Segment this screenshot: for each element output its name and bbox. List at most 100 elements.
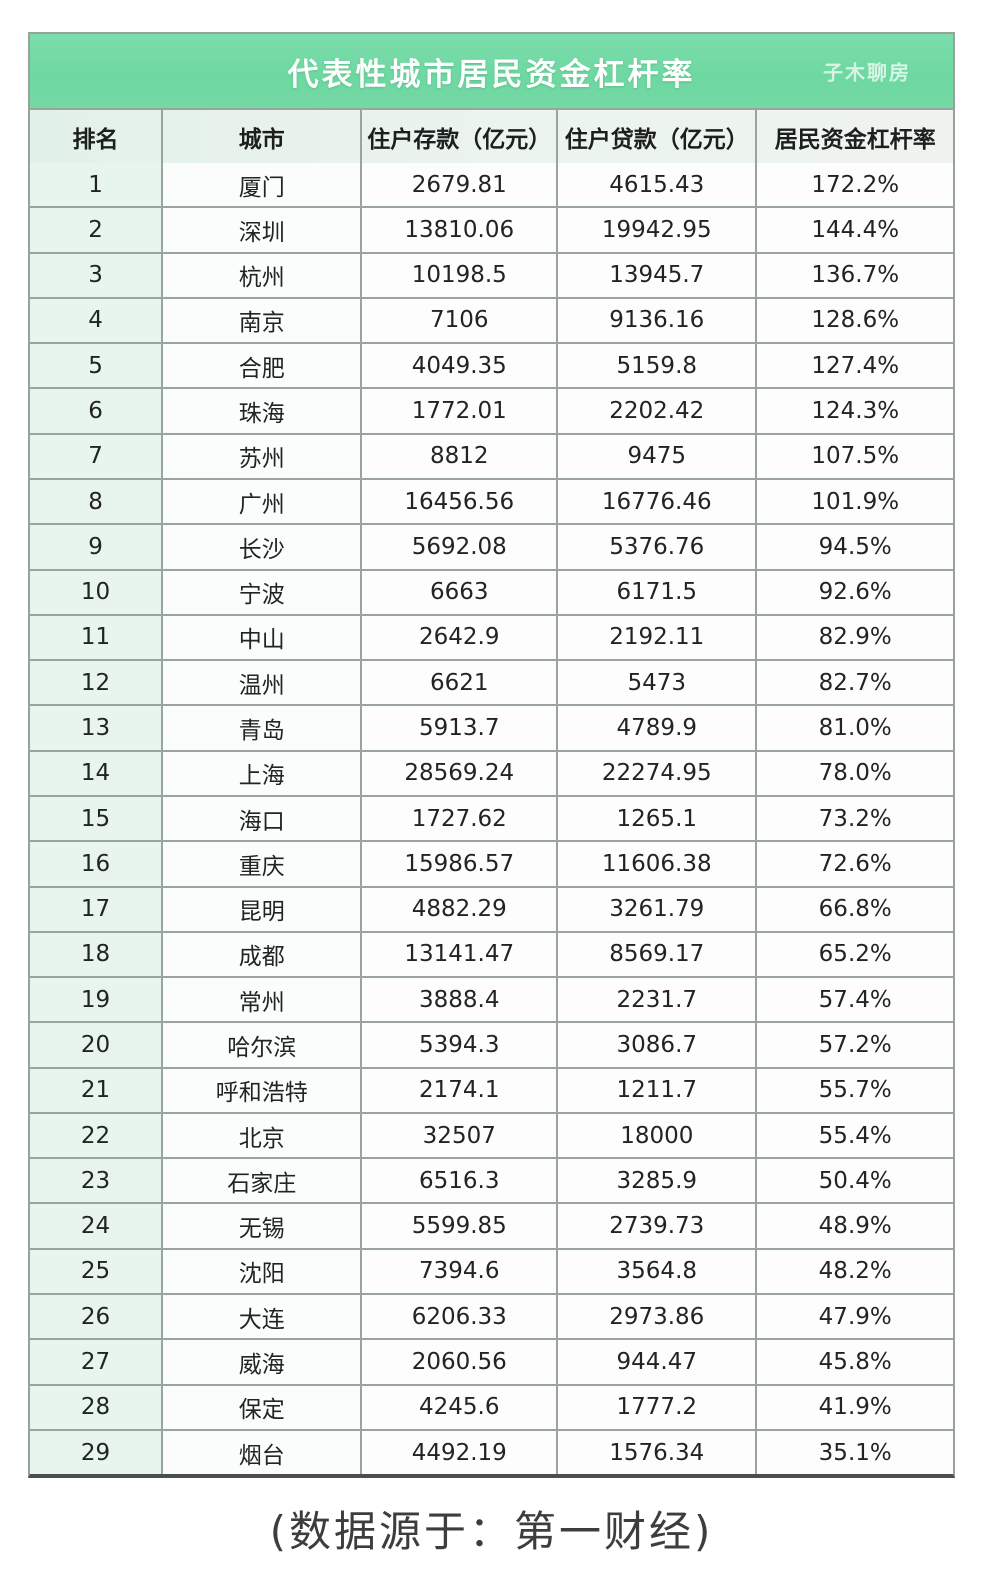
table-row: 29 烟台 4492.19 1576.34 35.1% (30, 1428, 953, 1475)
loan-cell: 18000 (556, 1113, 755, 1158)
city-cell: 昆明 (161, 887, 361, 931)
rank-cell: 11 (30, 615, 162, 660)
loan-cell: 1777.2 (556, 1385, 755, 1429)
city-cell: 深圳 (161, 208, 361, 252)
city-cell: 无锡 (161, 1204, 361, 1248)
loan-cell: 3261.79 (556, 887, 755, 931)
rank-cell: 4 (30, 298, 162, 343)
rank-cell: 9 (30, 525, 162, 569)
deposit-cell: 8812 (360, 434, 556, 478)
loan-cell: 11606.38 (556, 842, 755, 886)
table-row: 20 哈尔滨 5394.3 3086.7 57.2% (30, 1021, 953, 1067)
city-cell: 厦门 (161, 163, 361, 207)
leverage-cell: 72.6% (755, 842, 953, 886)
rank-cell: 3 (30, 253, 162, 297)
leverage-cell: 136.7% (755, 253, 953, 297)
header-deposits: 住户存款（亿元） (360, 110, 556, 163)
loan-cell: 22274.95 (556, 751, 755, 795)
deposit-cell: 4882.29 (360, 887, 556, 931)
city-cell: 保定 (161, 1385, 361, 1429)
city-cell: 北京 (161, 1113, 361, 1158)
loan-cell: 6171.5 (556, 570, 755, 614)
table-row: 5 合肥 4049.35 5159.8 127.4% (30, 342, 953, 388)
loan-cell: 5376.76 (556, 525, 755, 569)
leverage-cell: 81.0% (755, 706, 953, 750)
leverage-table: 代表性城市居民资金杠杆率 子木聊房 排名 城市 住户存款（亿元） 住户贷款（亿元… (28, 32, 955, 1478)
city-cell: 合肥 (161, 344, 361, 388)
city-cell: 长沙 (161, 525, 361, 569)
table-row: 4 南京 7106 9136.16 128.6% (30, 296, 953, 343)
loan-cell: 8569.17 (556, 932, 755, 977)
leverage-cell: 78.0% (755, 751, 953, 795)
deposit-cell: 6206.33 (360, 1295, 556, 1339)
table-row: 9 长沙 5692.08 5376.76 94.5% (30, 523, 953, 569)
deposit-cell: 1772.01 (360, 389, 556, 433)
table-row: 11 中山 2642.9 2192.11 82.9% (30, 613, 953, 660)
leverage-cell: 55.7% (755, 1068, 953, 1112)
city-cell: 温州 (161, 661, 361, 705)
loan-cell: 944.47 (556, 1340, 755, 1384)
rank-cell: 12 (30, 661, 162, 705)
city-cell: 珠海 (161, 389, 361, 433)
table-row: 25 沈阳 7394.6 3564.8 48.2% (30, 1247, 953, 1294)
table-row: 10 宁波 6663 6171.5 92.6% (30, 568, 953, 614)
deposit-cell: 13810.06 (360, 208, 556, 252)
city-cell: 沈阳 (161, 1249, 361, 1294)
city-cell: 烟台 (161, 1430, 361, 1475)
deposit-cell: 5394.3 (360, 1023, 556, 1067)
deposit-cell: 4049.35 (360, 344, 556, 388)
deposit-cell: 6621 (360, 661, 556, 705)
city-cell: 杭州 (161, 253, 361, 297)
rank-cell: 10 (30, 570, 162, 614)
deposit-cell: 15986.57 (360, 842, 556, 886)
deposit-cell: 1727.62 (360, 796, 556, 841)
loan-cell: 2202.42 (556, 389, 755, 433)
rank-cell: 29 (30, 1430, 162, 1475)
rank-cell: 13 (30, 706, 162, 750)
rank-cell: 24 (30, 1204, 162, 1248)
rank-cell: 6 (30, 389, 162, 433)
table-row: 1 厦门 2679.81 4615.43 172.2% (30, 163, 953, 207)
header-rank: 排名 (72, 126, 119, 153)
deposit-cell: 3888.4 (360, 978, 556, 1022)
deposit-cell: 16456.56 (360, 479, 556, 524)
deposit-cell: 2642.9 (360, 615, 556, 660)
loan-cell: 3285.9 (556, 1159, 755, 1203)
header-city: 城市 (161, 110, 360, 163)
leverage-cell: 48.9% (755, 1204, 953, 1248)
city-cell: 上海 (161, 751, 361, 795)
deposit-cell: 6663 (360, 570, 556, 614)
table-header-row: 排名 城市 住户存款（亿元） 住户贷款（亿元） 居民资金杠杆率 (30, 110, 953, 163)
loan-cell: 4615.43 (556, 163, 755, 207)
table-row: 27 威海 2060.56 944.47 45.8% (30, 1338, 953, 1384)
rank-cell: 18 (30, 932, 162, 977)
deposit-cell: 10198.5 (360, 253, 556, 297)
loan-cell: 3086.7 (556, 1023, 755, 1067)
table-row: 21 呼和浩特 2174.1 1211.7 55.7% (30, 1066, 953, 1112)
loan-cell: 1576.34 (556, 1430, 755, 1475)
rank-cell: 15 (30, 796, 162, 841)
leverage-cell: 172.2% (755, 163, 953, 207)
rank-cell: 2 (30, 208, 162, 252)
loan-cell: 2973.86 (556, 1295, 755, 1339)
table-row: 6 珠海 1772.01 2202.42 124.3% (30, 387, 953, 433)
leverage-cell: 107.5% (755, 434, 953, 478)
table-row: 26 大连 6206.33 2973.86 47.9% (30, 1293, 953, 1339)
leverage-cell: 92.6% (755, 570, 953, 614)
header-loans: 住户贷款（亿元） (556, 110, 755, 163)
deposit-cell: 4245.6 (360, 1385, 556, 1429)
table-row: 2 深圳 13810.06 19942.95 144.4% (30, 206, 953, 252)
loan-cell: 5473 (556, 661, 755, 705)
leverage-cell: 128.6% (755, 298, 953, 343)
leverage-cell: 144.4% (755, 208, 953, 252)
rank-cell: 21 (30, 1068, 162, 1112)
leverage-cell: 65.2% (755, 932, 953, 977)
loan-cell: 5159.8 (556, 344, 755, 388)
loan-cell: 1211.7 (556, 1068, 755, 1112)
city-cell: 石家庄 (161, 1159, 361, 1203)
loan-cell: 9136.16 (556, 298, 755, 343)
loan-cell: 1265.1 (556, 796, 755, 841)
city-cell: 成都 (161, 932, 361, 977)
city-cell: 中山 (161, 615, 361, 660)
deposit-cell: 5913.7 (360, 706, 556, 750)
